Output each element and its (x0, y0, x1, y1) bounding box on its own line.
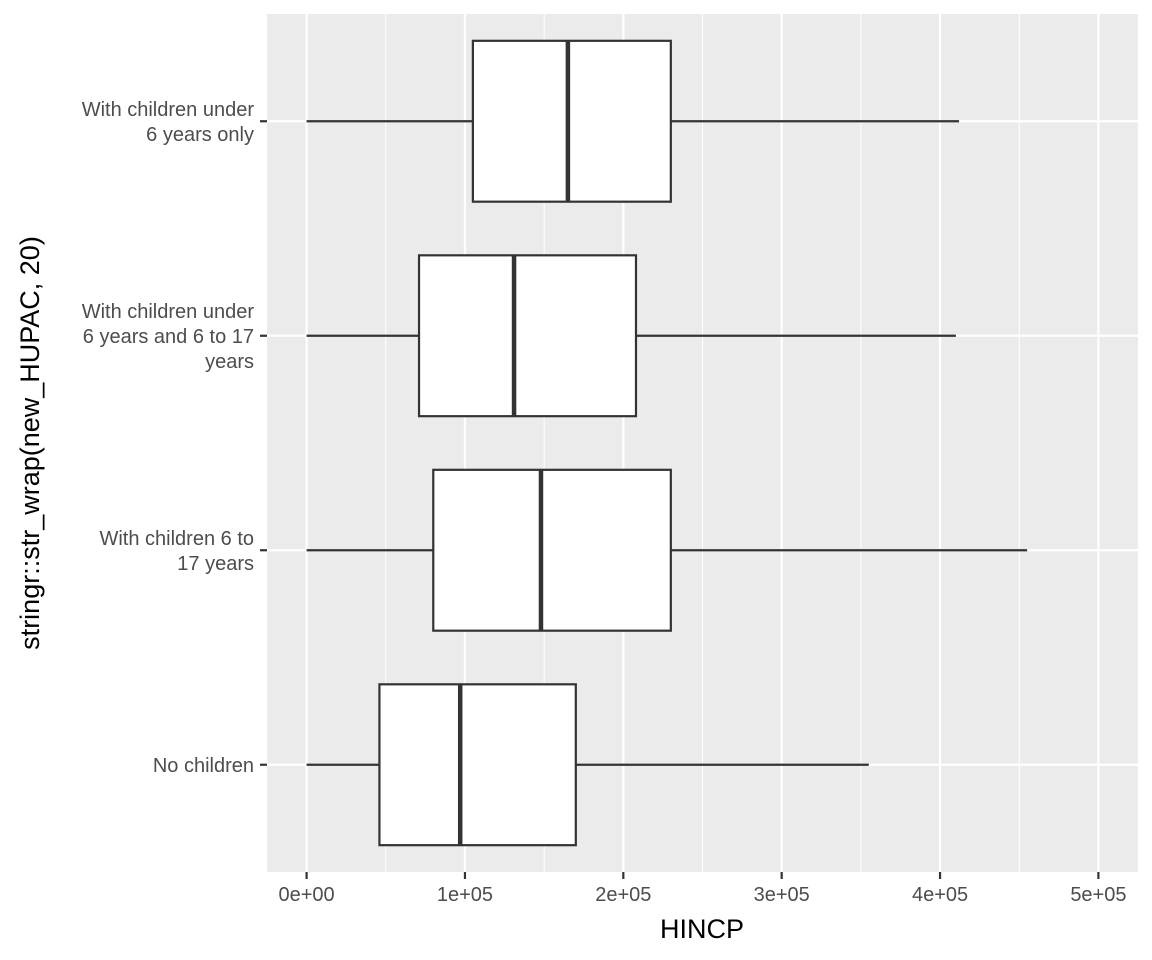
box-iqr (417, 254, 638, 418)
box-1 (306, 468, 1028, 632)
y-tick-label: With children under 6 years and 6 to 17 ye… (82, 301, 255, 373)
y-tick-label-line: 17 years (177, 553, 254, 575)
box-0 (306, 683, 869, 847)
y-tick-label-line: With children under (82, 301, 255, 323)
x-axis-title: HINCP (660, 914, 744, 944)
y-tick-label-line: With children 6 to (99, 528, 254, 550)
x-tick-label: 0e+00 (279, 884, 335, 906)
x-tick-label: 1e+05 (437, 884, 493, 906)
box-2 (306, 254, 956, 418)
box-3 (306, 39, 960, 203)
y-tick-label: With children under 6 years only (82, 99, 255, 146)
y-tick-label-line: No children (153, 755, 254, 777)
box-iqr (378, 683, 577, 847)
y-tick-label-line: years (205, 351, 254, 373)
x-tick-label: 3e+05 (754, 884, 810, 906)
y-tick-label: With children 6 to 17 years (99, 528, 254, 575)
x-tick-label: 5e+05 (1070, 884, 1126, 906)
x-axis-ticks: 0e+00 1e+05 2e+05 3e+05 4e+05 5e+05 (279, 872, 1126, 906)
y-tick-label-line: With children under (82, 99, 255, 121)
x-tick-label: 2e+05 (595, 884, 651, 906)
boxes (306, 39, 1028, 847)
box-iqr (432, 468, 672, 632)
box-iqr (471, 39, 672, 203)
y-tick-label-line: 6 years only (146, 124, 254, 146)
y-tick-label: No children (153, 755, 254, 777)
y-tick-label-line: 6 years and 6 to 17 (83, 326, 254, 348)
x-tick-label: 4e+05 (912, 884, 968, 906)
y-axis-title: stringr::str_wrap(new_HUPAC, 20) (15, 236, 45, 650)
